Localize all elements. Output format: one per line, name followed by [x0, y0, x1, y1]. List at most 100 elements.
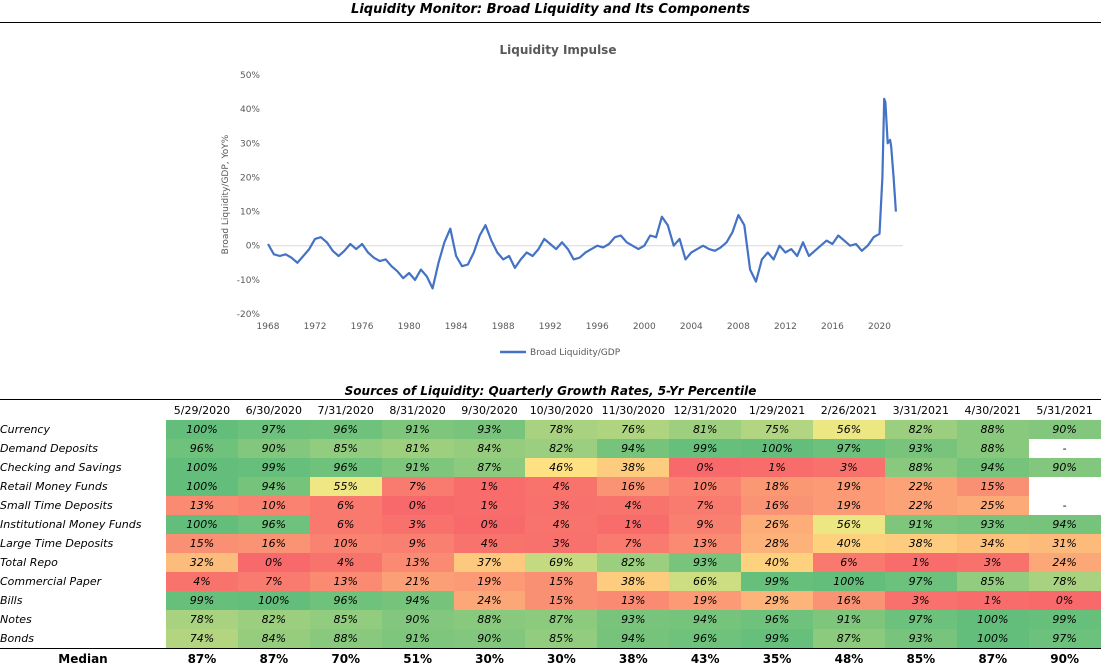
table-cell: 97%	[238, 420, 310, 439]
x-tick-label: 1968	[257, 322, 280, 332]
table-cell: 97%	[813, 439, 885, 458]
table-cell: 7%	[669, 496, 741, 515]
table-cell: 91%	[382, 420, 454, 439]
chart-title: Liquidity Impulse	[500, 43, 617, 57]
table-cell: 91%	[382, 629, 454, 649]
table-cell: 84%	[454, 439, 526, 458]
table-cell: 9%	[669, 515, 741, 534]
row-label: Commercial Paper	[0, 572, 166, 591]
x-tick-label: 1988	[492, 322, 515, 332]
table-cell: 0%	[669, 458, 741, 477]
table-cell: 1%	[741, 458, 813, 477]
table-cell: 76%	[597, 420, 669, 439]
table-cell: 6%	[310, 515, 382, 534]
column-header-date: 11/30/2020	[597, 401, 669, 420]
table-cell: 94%	[597, 439, 669, 458]
table-cell: 96%	[310, 458, 382, 477]
x-tick-label: 2000	[633, 322, 656, 332]
table-cell: 3%	[957, 553, 1029, 572]
table-cell: 74%	[166, 629, 238, 649]
table-cell: 22%	[885, 496, 957, 515]
table-cell: 3%	[525, 534, 597, 553]
table-cell: 88%	[957, 439, 1029, 458]
x-tick-label: 2008	[727, 322, 750, 332]
table-cell: 4%	[454, 534, 526, 553]
table-cell: 38%	[885, 534, 957, 553]
table-cell: 90%	[382, 610, 454, 629]
table-cell: 96%	[310, 591, 382, 610]
column-header-date: 4/30/2021	[957, 401, 1029, 420]
liquidity-impulse-chart: Liquidity Impulse -20%-10%0%10%20%30%40%…	[0, 30, 1101, 360]
table-cell: 82%	[597, 553, 669, 572]
table-cell: 82%	[525, 439, 597, 458]
table-cell: 91%	[885, 515, 957, 534]
x-tick-label: 1972	[304, 322, 327, 332]
table-cell: 99%	[741, 629, 813, 649]
y-axis-ticks: -20%-10%0%10%20%30%40%50%	[237, 71, 261, 320]
table-cell: 93%	[454, 420, 526, 439]
table-cell: 56%	[813, 420, 885, 439]
title-divider	[0, 22, 1101, 23]
table-cell: 15%	[525, 572, 597, 591]
column-header-date: 7/31/2020	[310, 401, 382, 420]
table-cell: 100%	[957, 629, 1029, 649]
table-cell: 34%	[957, 534, 1029, 553]
table-cell: 99%	[166, 591, 238, 610]
table-cell: 4%	[166, 572, 238, 591]
column-header-date: 5/31/2021	[1029, 401, 1101, 420]
table-cell: 55%	[310, 477, 382, 496]
table-cell: 90%	[1029, 420, 1101, 439]
row-label: Large Time Deposits	[0, 534, 166, 553]
table-cell: 9%	[382, 534, 454, 553]
table-cell: 100%	[166, 458, 238, 477]
y-axis-label: Broad Liquidity/GDP, YoY%	[221, 134, 231, 254]
table-cell: 97%	[1029, 629, 1101, 649]
x-tick-label: 1984	[445, 322, 468, 332]
table-cell: 100%	[813, 572, 885, 591]
table-cell: 93%	[669, 553, 741, 572]
row-label: Currency	[0, 420, 166, 439]
y-tick-label: 50%	[240, 71, 260, 81]
table-cell: 37%	[454, 553, 526, 572]
table-cell: -	[1029, 439, 1101, 458]
table-cell: 96%	[166, 439, 238, 458]
table-cell: 78%	[525, 420, 597, 439]
table-cell: 10%	[238, 496, 310, 515]
table-cell: 1%	[885, 553, 957, 572]
row-label: Small Time Deposits	[0, 496, 166, 515]
page-title: Liquidity Monitor: Broad Liquidity and I…	[0, 2, 1101, 17]
table-cell: 85%	[310, 610, 382, 629]
table-cell: 93%	[885, 629, 957, 649]
table-cell: 99%	[741, 572, 813, 591]
x-tick-label: 1980	[398, 322, 421, 332]
column-header-date: 2/26/2021	[813, 401, 885, 420]
table-cell: 56%	[813, 515, 885, 534]
row-label: Demand Deposits	[0, 439, 166, 458]
table-cell: 19%	[669, 591, 741, 610]
table-cell: 16%	[238, 534, 310, 553]
table-cell: 6%	[310, 496, 382, 515]
column-header-date: 8/31/2020	[382, 401, 454, 420]
table-cell: 100%	[741, 439, 813, 458]
table-cell: 28%	[741, 534, 813, 553]
header-blank	[0, 401, 166, 420]
table-cell: 3%	[885, 591, 957, 610]
series-line-broad-liquidity-gdp	[268, 99, 896, 289]
x-tick-label: 2004	[680, 322, 703, 332]
table-cell: 91%	[382, 458, 454, 477]
table-cell: 19%	[813, 496, 885, 515]
table-cell: 69%	[525, 553, 597, 572]
table-cell: 0%	[238, 553, 310, 572]
table-cell: 97%	[885, 610, 957, 629]
table-cell: 78%	[166, 610, 238, 629]
table-cell: 31%	[1029, 534, 1101, 553]
